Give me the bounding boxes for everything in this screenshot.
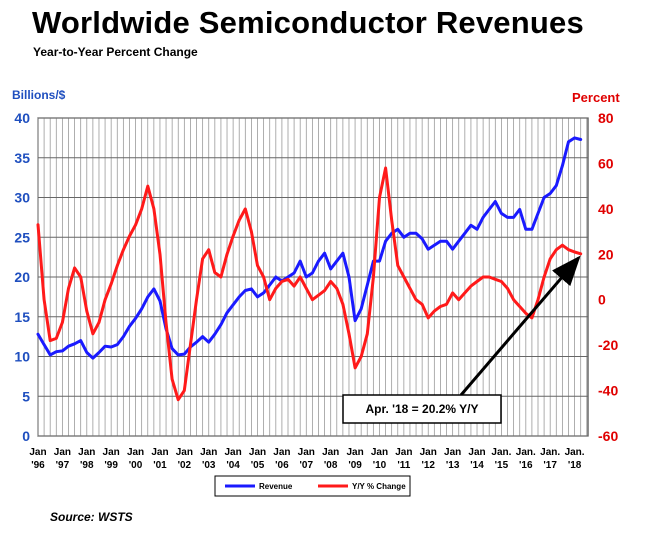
x-axis-tick-label: '17: [543, 460, 557, 471]
right-axis-tick-label: 80: [598, 110, 614, 126]
x-axis-tick-label: '15: [495, 460, 509, 471]
x-axis-tick-label: Jan: [54, 447, 71, 458]
right-axis-tick-label: 20: [598, 246, 614, 262]
x-axis-tick-label: '05: [251, 460, 265, 471]
right-axis-tick-label: -20: [598, 337, 618, 353]
x-axis-tick-label: '18: [568, 460, 582, 471]
x-axis-tick-label: Jan: [322, 447, 339, 458]
right-axis-tick-label: 40: [598, 201, 614, 217]
x-axis-tick-label: '07: [300, 460, 314, 471]
x-axis-tick-label: Jan: [249, 447, 266, 458]
right-axis-tick-label: -40: [598, 383, 618, 399]
x-axis-tick-label: '03: [202, 460, 216, 471]
x-axis-tick-label: Jan.: [540, 447, 560, 458]
left-axis-tick-label: 30: [14, 190, 30, 206]
x-axis-tick-label: '13: [446, 460, 460, 471]
x-axis-tick-label: Jan.: [565, 447, 585, 458]
x-axis-tick-label: Jan: [127, 447, 144, 458]
left-axis-tick-label: 15: [14, 309, 30, 325]
chart-subtitle: Year-to-Year Percent Change: [33, 45, 198, 59]
x-axis-tick-label: Jan: [176, 447, 193, 458]
legend-entry-label: Revenue: [259, 482, 293, 491]
right-axis-tick-label: 0: [598, 292, 606, 308]
revenue-series-line: [36, 136, 583, 360]
x-axis-tick-label: Jan.: [516, 447, 536, 458]
left-axis-unit-label: Billions/$: [12, 88, 66, 102]
x-axis-tick-label: Jan: [468, 447, 485, 458]
chart-title: Worldwide Semiconductor Revenues: [32, 5, 584, 40]
x-axis-tick-label: '11: [397, 460, 410, 471]
left-axis-tick-label: 25: [14, 229, 30, 245]
x-axis-tick-label: Jan: [78, 447, 95, 458]
left-axis-tick-label: 0: [22, 428, 30, 444]
annotation-box: [342, 394, 502, 424]
x-axis-tick-label: '02: [178, 460, 192, 471]
left-axis-tick-label: 35: [14, 150, 30, 166]
x-axis-tick-label: Jan: [29, 447, 46, 458]
x-axis-tick-label: Jan: [371, 447, 388, 458]
x-axis-tick-label: '12: [421, 460, 435, 471]
annotation-arrow: [459, 255, 581, 396]
x-axis-tick-label: '14: [470, 460, 484, 471]
x-axis-tick-label: '08: [324, 460, 338, 471]
left-axis-tick-label: 40: [14, 110, 30, 126]
source-note: Source: WSTS: [50, 510, 133, 524]
legend-box: [214, 475, 411, 497]
right-axis-tick-label: 60: [598, 155, 614, 171]
x-axis-tick-label: Jan: [444, 447, 461, 458]
left-axis-tick-label: 10: [14, 349, 30, 365]
legend-entry-label: Y/Y % Change: [352, 482, 406, 491]
left-axis-tick-label: 20: [14, 269, 30, 285]
x-axis-tick-label: '06: [275, 460, 289, 471]
x-axis-tick-label: '96: [31, 460, 45, 471]
x-axis-tick-label: '97: [56, 460, 70, 471]
right-axis-unit-label: Percent: [572, 90, 620, 105]
x-axis-tick-label: Jan: [346, 447, 363, 458]
x-axis-tick-label: Jan: [103, 447, 120, 458]
x-axis-tick-label: Jan.: [491, 447, 511, 458]
x-axis-tick-label: Jan: [420, 447, 437, 458]
left-axis-tick-label: 5: [22, 388, 30, 404]
x-axis-tick-label: Jan: [151, 447, 168, 458]
x-axis-tick-label: '16: [519, 460, 533, 471]
x-axis-tick-label: Jan: [200, 447, 217, 458]
x-axis-tick-label: '01: [153, 460, 167, 471]
x-axis-tick-label: '00: [129, 460, 143, 471]
x-axis-tick-label: '98: [80, 460, 94, 471]
x-axis-tick-label: '04: [226, 460, 240, 471]
annotation-text: Apr. '18 = 20.2% Y/Y: [365, 402, 478, 416]
x-axis-tick-label: Jan: [395, 447, 412, 458]
x-axis-tick-label: '09: [348, 460, 362, 471]
x-axis-tick-label: Jan: [298, 447, 315, 458]
x-axis-tick-label: Jan: [273, 447, 290, 458]
yoy-change-series-line: [36, 166, 583, 402]
x-axis-tick-label: '10: [373, 460, 387, 471]
right-axis-tick-label: -60: [598, 428, 618, 444]
x-axis-tick-label: '99: [104, 460, 118, 471]
x-axis-tick-label: Jan: [225, 447, 242, 458]
